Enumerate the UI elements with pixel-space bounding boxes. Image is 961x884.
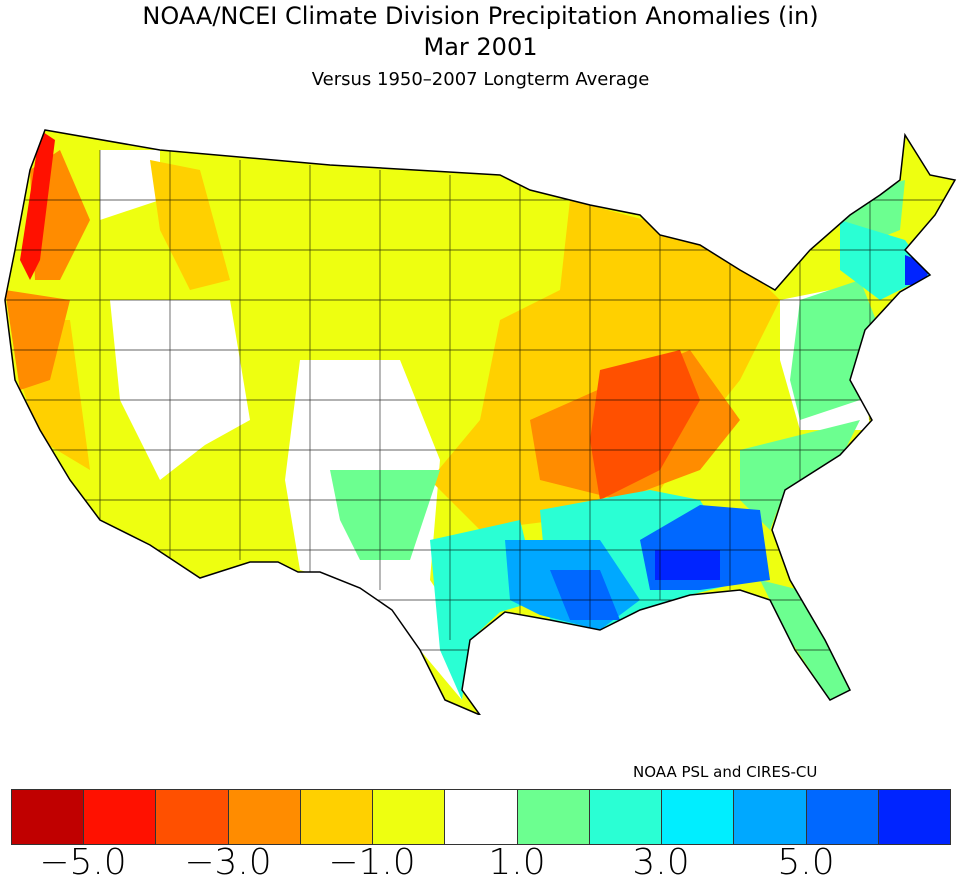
colorbar-swatch (84, 790, 157, 844)
region-pacific-northwest-coast (20, 130, 55, 280)
region-north-california-coast (5, 290, 70, 390)
colorbar-swatch (662, 790, 735, 844)
region-tennessee-valley (590, 350, 700, 500)
map-date: Mar 2001 (423, 33, 538, 61)
colorbar-label: −3.0 (184, 842, 272, 883)
colorbar-label: 5.0 (777, 842, 835, 883)
us-precipitation-map (4, 129, 956, 715)
region-florida (760, 580, 850, 700)
colorbar-swatch (734, 790, 807, 844)
colorbar-swatch (878, 790, 951, 844)
colorbar-swatch (228, 790, 301, 844)
colorbar-swatch (156, 790, 229, 844)
region-southern-alabama (655, 550, 720, 580)
colorbar (11, 789, 951, 845)
colorbar-label: −5.0 (39, 842, 127, 883)
colorbar-swatch (12, 790, 85, 844)
colorbar-swatch (517, 790, 590, 844)
map-subtitle: Versus 1950–2007 Longterm Average (311, 69, 650, 90)
colorbar-label: 1.0 (488, 842, 546, 883)
colorbar-label: −1.0 (328, 842, 416, 883)
colorbar-swatch (373, 790, 446, 844)
colorbar-swatch (445, 790, 518, 844)
region-new-mexico-east (330, 470, 440, 560)
colorbar-swatch (300, 790, 374, 844)
region-massachusetts (905, 255, 930, 285)
colorbar-swatch (589, 790, 663, 844)
credit-text: NOAA PSL and CIRES-CU (633, 763, 818, 781)
region-great-lakes-ozarks (430, 200, 780, 530)
region-southeast-louisiana (550, 570, 620, 620)
region-north-cascades (100, 150, 160, 220)
colorbar-swatch (806, 790, 879, 844)
colorbar-label: 3.0 (632, 842, 690, 883)
map-title: NOAA/NCEI Climate Division Precipitation… (142, 2, 819, 30)
region-great-basin (110, 300, 250, 480)
